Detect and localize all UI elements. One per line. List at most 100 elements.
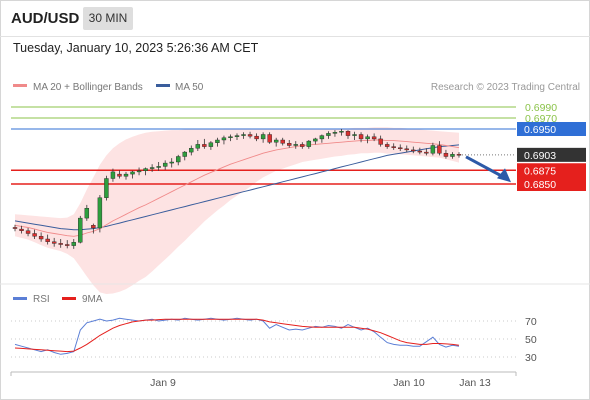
candle-body (345, 130, 351, 136)
level-label: 0.6990 (525, 102, 557, 114)
candle-body (130, 171, 135, 175)
candle-body (430, 145, 436, 154)
candle-body (365, 136, 370, 140)
level-badge (517, 122, 586, 136)
candle-body (326, 133, 331, 136)
candle-body (456, 154, 462, 156)
level-label: 0.6850 (524, 179, 556, 191)
candle-body (91, 225, 96, 229)
candle-body (45, 238, 50, 242)
candle-body (38, 236, 44, 240)
candle-body (371, 136, 377, 140)
candle-body (417, 150, 423, 153)
candle-body (234, 135, 240, 137)
candle-body (378, 138, 383, 145)
candle-body (247, 134, 253, 137)
rsi-ma-line (14, 318, 460, 353)
candle-body (136, 170, 142, 173)
candle-body (241, 134, 246, 136)
candle-body (313, 138, 318, 142)
candle-body (182, 151, 187, 157)
candle-body (71, 242, 76, 246)
candle-body (260, 134, 266, 140)
rsi-line (14, 317, 460, 355)
candle-body (162, 162, 168, 167)
candle-body (306, 140, 312, 147)
candle-body (254, 135, 259, 140)
candle-body (51, 241, 57, 244)
candle-body (189, 148, 194, 153)
candle-body (149, 167, 155, 169)
candle-body (221, 137, 227, 141)
rsi-tick-label: 50 (525, 334, 537, 346)
candle-body (208, 142, 214, 147)
time-tick-label: Jan 9 (150, 377, 176, 389)
candle-body (84, 207, 90, 219)
candle-body (339, 130, 344, 133)
candle-body (293, 144, 298, 146)
level-badge (517, 163, 586, 178)
candle-body (411, 149, 416, 152)
candle-body (443, 152, 449, 157)
level-label: 0.6903 (524, 150, 556, 162)
candle-body (287, 143, 292, 146)
time-tick-label: Jan 10 (393, 377, 425, 389)
candle-body (97, 197, 103, 229)
candle-body (25, 230, 31, 234)
candle-body (215, 139, 220, 143)
candle-body (398, 147, 403, 149)
ma20-line (14, 139, 460, 237)
candle-body (384, 144, 390, 147)
rsi-tick-label: 70 (525, 316, 537, 328)
rsi-legend-swatch (13, 297, 27, 300)
candle-body (117, 173, 122, 177)
candle-body (352, 134, 357, 136)
candle-body (391, 146, 396, 148)
candle-body (404, 148, 409, 151)
candle-body (156, 166, 161, 168)
timeframe-button[interactable]: 30 MIN (83, 7, 133, 30)
candle-body (32, 233, 37, 237)
candle-body (450, 154, 455, 157)
candle-body (58, 243, 63, 245)
candle-body (195, 144, 201, 149)
candle-body (176, 156, 181, 163)
rsi-tick-label: 30 (525, 352, 537, 364)
candle-body (12, 227, 18, 229)
candle-body (280, 139, 285, 144)
ma50-line (14, 144, 460, 231)
candle-body (267, 134, 272, 143)
candle-body (78, 217, 83, 243)
header-bar: AUD/USD 30 MIN (0, 0, 590, 37)
level-label: 0.6950 (524, 124, 556, 136)
candle-body (273, 139, 279, 143)
time-tick-label: Jan 13 (459, 377, 491, 389)
candle-body (169, 161, 174, 164)
candle-body (65, 244, 70, 246)
candle-body (358, 134, 364, 140)
candle-body (104, 178, 109, 198)
rsi-legend-label: RSI (33, 294, 50, 305)
credit-text: Research © 2023 Trading Central (431, 82, 580, 93)
candle-body (123, 173, 129, 177)
projection-arrow-shaft (465, 155, 503, 178)
ma20-legend-swatch (13, 84, 27, 87)
rsi-ma-legend-label: 9MA (82, 294, 103, 305)
symbol-title: AUD/USD (11, 10, 80, 27)
level-badge (517, 147, 586, 162)
candle-body (143, 168, 148, 172)
candle-body (202, 144, 207, 147)
candle-body (228, 136, 233, 138)
projection-arrow-head (497, 168, 511, 183)
ma20-legend-label: MA 20 + Bollinger Bands (33, 82, 143, 93)
ma50-legend-swatch (156, 84, 170, 87)
candle-body (19, 228, 24, 231)
candle-body (424, 151, 429, 154)
candle-body (437, 145, 442, 154)
candle-body (332, 132, 338, 134)
candle-body (110, 171, 116, 179)
report-datetime: Tuesday, January 10, 2023 5:26:36 AM CET (13, 41, 259, 55)
ma50-legend-label: MA 50 (175, 82, 204, 93)
candle-body (300, 144, 305, 147)
